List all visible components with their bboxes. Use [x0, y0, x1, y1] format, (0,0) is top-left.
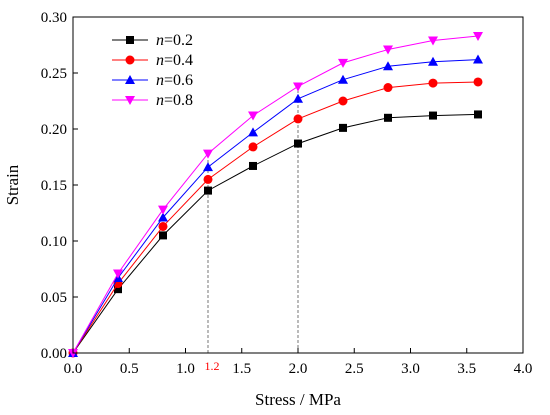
y-axis-label: Strain [3, 164, 22, 205]
legend: n=0.2n=0.4n=0.6n=0.8 [112, 32, 193, 109]
axis-ticks: 0.0 0.5 1.0 1.5 2.0 2.5 3.0 3.5 4.0 0.00 0.05 0.10 0… [41, 10, 533, 377]
legend-variable: n [156, 32, 164, 49]
data-point [428, 56, 438, 66]
series-line [72, 113, 479, 354]
data-point [294, 139, 302, 148]
data-point [338, 58, 348, 68]
series-lines [68, 32, 483, 358]
data-point [203, 162, 213, 172]
legend-item: n=0.8 [112, 92, 193, 109]
x-tick-label: 0.0 [64, 361, 83, 377]
data-point [383, 61, 393, 71]
x-tick-label: 1.5 [232, 361, 251, 377]
data-point [158, 221, 168, 231]
data-point [293, 114, 303, 124]
data-point [248, 111, 258, 121]
x-tick-label: 3.0 [401, 361, 420, 377]
data-point [203, 149, 213, 159]
x-axis-label: Stress / MPa [255, 390, 341, 409]
data-point [248, 142, 258, 152]
x-tick-label: 2.0 [289, 361, 308, 377]
y-tick-label: 0.10 [41, 234, 67, 250]
data-point [248, 127, 258, 137]
legend-label: n=0.4 [156, 52, 193, 69]
data-point [473, 54, 483, 64]
legend-value: =0.6 [164, 72, 193, 89]
x-tick-label: 2.5 [345, 361, 364, 377]
data-point [204, 186, 212, 195]
series-line [72, 35, 479, 354]
data-point [113, 269, 123, 279]
data-point [339, 123, 347, 132]
y-tick-label: 0.30 [41, 10, 67, 26]
x-tick-label: 0.5 [120, 361, 139, 377]
legend-value: =0.8 [164, 92, 193, 109]
series-line [72, 81, 479, 354]
legend-value: =0.4 [164, 52, 193, 69]
data-point [474, 110, 482, 119]
data-point [473, 32, 483, 42]
y-tick-label: 0.15 [41, 178, 67, 194]
data-point [338, 74, 348, 84]
legend-marker [125, 96, 135, 105]
series-n=0.8 [68, 32, 483, 358]
data-point [293, 93, 303, 103]
legend-value: =0.2 [164, 32, 193, 49]
data-point [383, 83, 393, 93]
legend-label: n=0.2 [156, 32, 193, 49]
data-point [293, 82, 303, 92]
legend-label: n=0.6 [156, 72, 193, 89]
legend-item: n=0.6 [112, 72, 193, 89]
x-tick-label: 4.0 [514, 361, 533, 377]
data-point [384, 113, 392, 122]
series-n=0.4 [68, 77, 483, 358]
y-tick-label: 0.20 [41, 122, 67, 138]
legend-variable: n [156, 92, 164, 109]
data-point [338, 96, 348, 106]
legend-marker [126, 36, 134, 44]
x-tick-label: 1.0 [176, 361, 195, 377]
legend-item: n=0.4 [112, 52, 193, 69]
data-point [383, 45, 393, 55]
series-n=0.6 [68, 54, 483, 357]
legend-variable: n [156, 72, 164, 89]
x-tick-label: 3.5 [457, 361, 476, 377]
legend-marker [125, 55, 135, 65]
legend-variable: n [156, 52, 164, 69]
reference-lines: 1.2 [205, 86, 299, 373]
series-line [72, 59, 479, 354]
y-tick-label: 0.05 [41, 290, 67, 306]
data-point [114, 285, 122, 294]
data-point [158, 212, 168, 222]
data-point [473, 77, 483, 87]
reference-line-label: 1.2 [205, 359, 220, 373]
y-tick-label: 0.25 [41, 66, 67, 82]
y-tick-label: 0.00 [41, 346, 67, 362]
data-point [249, 161, 257, 170]
data-point [429, 111, 437, 120]
data-point [428, 36, 438, 46]
data-point [428, 78, 438, 88]
legend-label: n=0.8 [156, 92, 193, 109]
data-point [159, 231, 167, 240]
data-point [158, 205, 168, 215]
data-point [203, 174, 213, 184]
series-n=0.2 [69, 110, 482, 357]
legend-item: n=0.2 [112, 32, 193, 49]
legend-marker [125, 75, 135, 84]
